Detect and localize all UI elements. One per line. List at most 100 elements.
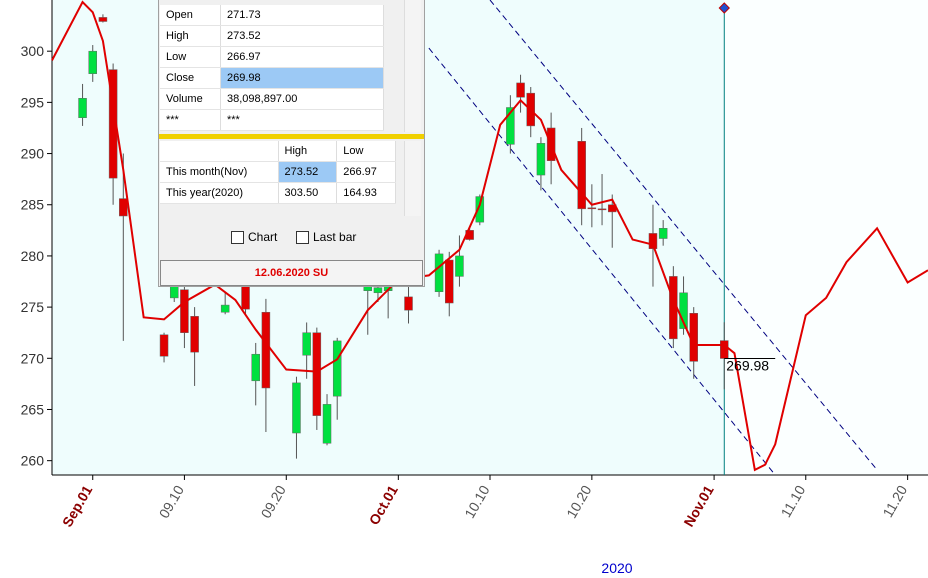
quote-row: Open 271.73 [160, 5, 384, 26]
candle-body [720, 340, 729, 359]
candle-body [536, 143, 546, 176]
separator [159, 134, 424, 139]
quote-row: Volume 38,098,897.00 [160, 88, 384, 110]
x-axis-title: 2020 [601, 560, 632, 576]
candle-body [455, 255, 464, 277]
candle-body [332, 340, 342, 397]
quote-label: Open [160, 5, 221, 26]
candle-body [220, 304, 230, 313]
checkbox-label: Chart [248, 230, 278, 244]
moving-average [51, 0, 928, 472]
candle-body [363, 286, 373, 291]
y-tick-label: 260 [21, 453, 45, 469]
quote-label: *** [160, 109, 221, 131]
status: 12.06.2020 SU [160, 260, 423, 286]
quote-value: 269.98 [220, 67, 384, 89]
y-tick-label: 300 [21, 43, 45, 59]
candle-body [251, 353, 260, 382]
candle-body [516, 82, 525, 98]
x-tick-label: Sep.01 [59, 482, 96, 529]
candle-body [241, 284, 250, 310]
info-panel: Open 271.73 High 273.52 Low 266.97 Close 269.98… [158, 0, 425, 287]
range-label: This month(Nov) [160, 161, 279, 183]
candle-body [180, 289, 189, 333]
x-tick-label: 11.10 [778, 482, 809, 520]
y-tick-label: 285 [21, 197, 45, 213]
candle-body [658, 228, 668, 239]
y-tick-label: 275 [21, 299, 45, 315]
candle-body [434, 253, 444, 293]
plot-background [724, 0, 928, 475]
y-tick-label: 290 [21, 146, 45, 162]
candle-body [506, 107, 515, 145]
candle-body [445, 259, 454, 304]
range-value: 164.93 [336, 182, 396, 204]
quote-row: *** *** [160, 109, 384, 131]
channel-line [428, 47, 776, 476]
candle-body [404, 296, 413, 311]
candle-body [679, 292, 688, 329]
y-tick-label: 270 [21, 350, 45, 366]
x-tick-label: 09.10 [156, 482, 187, 521]
x-tick-label: 10.10 [461, 482, 492, 521]
quote-row: Close 269.98 [160, 67, 384, 89]
x-tick-label: Oct.01 [366, 482, 401, 527]
x-tick-label: 09.20 [257, 482, 288, 521]
candle-body [312, 332, 322, 416]
candle-body [159, 334, 169, 357]
quote-value: 271.73 [220, 5, 384, 26]
candle-body [88, 50, 97, 74]
candle-body [648, 233, 658, 250]
checkbox[interactable]: Chart [231, 230, 277, 244]
last-price-label: 269.98 [726, 358, 769, 374]
candle-body [322, 404, 332, 444]
quote-label: Close [160, 67, 221, 89]
quote-value: *** [220, 109, 384, 131]
x-tick-label: Nov.01 [680, 482, 716, 529]
quote-label: Volume [160, 88, 221, 110]
range-value: 303.50 [278, 182, 338, 204]
quote-value: 266.97 [220, 46, 384, 68]
quote-row: High 273.52 [160, 25, 384, 47]
x-tick-label: 11.20 [879, 482, 910, 520]
range-row: This year(2020) 303.50 164.93 [160, 182, 396, 204]
checkbox-label: Last bar [313, 230, 357, 244]
candle-body [597, 208, 607, 211]
candle-body [78, 98, 87, 118]
candle-body [190, 316, 199, 353]
candle-body [587, 207, 597, 210]
cursor-marker [718, 2, 730, 14]
candle-body [302, 332, 311, 356]
range-table: High Low This month(Nov) 273.52 266.97 This y… [160, 141, 396, 204]
quote-table: Open 271.73 High 273.52 Low 266.97 Close 269.98… [160, 5, 384, 131]
y-tick-label: 295 [21, 94, 45, 110]
scrollbar[interactable] [404, 141, 421, 216]
x-tick-label: 10.20 [563, 482, 594, 521]
quote-label: Low [160, 46, 221, 68]
quote-value: 273.52 [220, 25, 384, 47]
quote-value: 38,098,897.00 [220, 88, 384, 110]
scrollbar[interactable] [404, 0, 421, 132]
candle-body [373, 287, 383, 294]
header-cell [160, 141, 279, 162]
range-label: This year(2020) [160, 182, 279, 204]
y-tick-label: 280 [21, 248, 45, 264]
candle-body [119, 198, 128, 217]
quote-label: High [160, 25, 221, 47]
candle-body [475, 196, 485, 223]
range-value: 266.97 [336, 161, 396, 183]
candle-body [98, 17, 108, 22]
header-cell: High [278, 141, 338, 162]
header-cell: Low [336, 141, 396, 162]
candle-body [292, 382, 301, 434]
channel-line [489, 0, 878, 471]
checkbox[interactable]: Last bar [296, 230, 356, 244]
range-header: High Low [160, 141, 396, 162]
candle-body [108, 69, 118, 179]
quote-row: Low 266.97 [160, 46, 384, 68]
range-row: This month(Nov) 273.52 266.97 [160, 161, 396, 183]
candle-body [261, 311, 271, 389]
y-tick-label: 265 [21, 401, 45, 417]
